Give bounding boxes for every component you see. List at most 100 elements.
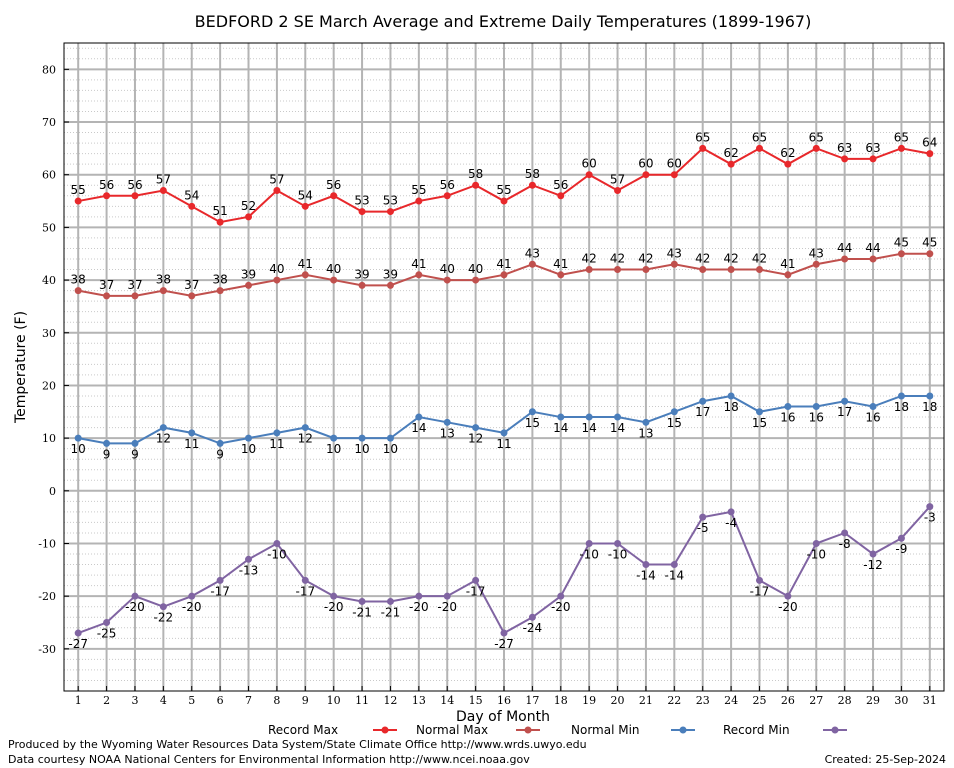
data-label: 43 bbox=[525, 246, 540, 260]
x-tick-label: 19 bbox=[582, 694, 596, 707]
data-point bbox=[188, 592, 196, 600]
x-tick-label: 13 bbox=[412, 694, 426, 707]
grid bbox=[64, 43, 944, 692]
data-point bbox=[528, 408, 536, 416]
data-point bbox=[614, 413, 622, 421]
data-point bbox=[131, 192, 139, 200]
x-tick-label: 18 bbox=[554, 694, 568, 707]
x-tick-label: 14 bbox=[440, 694, 454, 707]
data-label: 38 bbox=[156, 273, 171, 287]
data-label: 38 bbox=[212, 273, 227, 287]
data-point bbox=[926, 250, 934, 258]
data-point bbox=[614, 539, 622, 547]
data-point bbox=[273, 187, 281, 195]
data-point bbox=[245, 213, 253, 221]
data-label: 11 bbox=[496, 437, 511, 451]
data-point bbox=[74, 629, 82, 637]
data-point bbox=[472, 181, 480, 189]
legend-label: Record Min bbox=[723, 723, 790, 737]
data-point bbox=[699, 266, 707, 274]
data-point bbox=[330, 276, 338, 284]
data-point bbox=[897, 534, 905, 542]
data-point bbox=[358, 281, 366, 289]
data-label: 14 bbox=[610, 421, 625, 435]
data-label: 54 bbox=[298, 188, 313, 202]
x-tick-label: 9 bbox=[302, 694, 309, 707]
data-label: 60 bbox=[582, 157, 597, 171]
data-point bbox=[528, 260, 536, 268]
series-record-max: 55 56 56 57 54 51 52 57 54 56 53 53 55 56 58 55 58 56 60 57… bbox=[71, 130, 937, 226]
x-tick-label: 28 bbox=[838, 694, 852, 707]
data-label: 65 bbox=[752, 130, 767, 144]
data-label: 18 bbox=[894, 400, 909, 414]
data-point bbox=[642, 561, 650, 569]
data-point bbox=[897, 144, 905, 152]
y-tick-label: 50 bbox=[42, 221, 56, 234]
data-point bbox=[472, 424, 480, 432]
series-layer: 55 56 56 57 54 51 52 57 54 56 53 53 55 56 58 55 58 56 60 57… bbox=[68, 130, 937, 651]
x-tick-label: 3 bbox=[131, 694, 138, 707]
data-label: -10 bbox=[579, 547, 599, 561]
data-label: 63 bbox=[865, 141, 880, 155]
data-point bbox=[670, 260, 678, 268]
data-point bbox=[245, 555, 253, 563]
data-label: 11 bbox=[269, 437, 284, 451]
y-tick-label: -20 bbox=[38, 590, 56, 603]
data-point bbox=[386, 597, 394, 605]
data-point bbox=[74, 287, 82, 295]
data-label: 62 bbox=[780, 146, 795, 160]
x-tick-label: 24 bbox=[724, 694, 738, 707]
series-record-min: -27-25-20-22-20-17-13-10-17-20 -21 -21 -20-… bbox=[68, 503, 936, 651]
data-label: 56 bbox=[440, 178, 455, 192]
data-point bbox=[869, 255, 877, 263]
data-point bbox=[727, 392, 735, 400]
data-label: -10 bbox=[267, 547, 287, 561]
x-tick-label: 7 bbox=[245, 694, 252, 707]
y-axis: -30 -20 -10 0 10 20 30 40 50 60 70 80 bbox=[38, 63, 69, 656]
data-label: 52 bbox=[241, 199, 256, 213]
data-label: -5 bbox=[697, 521, 709, 535]
data-point bbox=[330, 592, 338, 600]
y-tick-label: 80 bbox=[42, 63, 56, 76]
data-point bbox=[841, 255, 849, 263]
data-label: 56 bbox=[99, 178, 114, 192]
data-label: 37 bbox=[127, 278, 142, 292]
y-tick-label: -30 bbox=[38, 643, 56, 656]
data-point bbox=[245, 281, 253, 289]
data-label: 40 bbox=[269, 262, 284, 276]
legend-swatch-marker bbox=[679, 726, 687, 734]
data-label: -17 bbox=[210, 584, 230, 598]
data-label: 13 bbox=[638, 426, 653, 440]
data-point bbox=[897, 392, 905, 400]
data-label: -9 bbox=[895, 542, 907, 556]
data-point bbox=[699, 397, 707, 405]
data-label: -17 bbox=[295, 584, 315, 598]
data-label: -20 bbox=[182, 600, 202, 614]
data-point bbox=[727, 266, 735, 274]
x-tick-label: 16 bbox=[497, 694, 511, 707]
data-point bbox=[585, 171, 593, 179]
x-axis: 1 2 3 4 5 6 7 8 9 10 11 12 13 14 15 16 17 18 19 20 21 22 23 24 2… bbox=[75, 686, 937, 707]
data-label: 15 bbox=[667, 416, 682, 430]
data-label: 43 bbox=[667, 246, 682, 260]
data-point bbox=[727, 160, 735, 168]
data-point bbox=[897, 250, 905, 258]
footer-data-courtesy: Data courtesy NOAA National Centers for … bbox=[8, 753, 530, 766]
data-label: -13 bbox=[239, 563, 259, 577]
data-label: 65 bbox=[695, 130, 710, 144]
data-point bbox=[755, 576, 763, 584]
data-point bbox=[500, 197, 508, 205]
data-point bbox=[74, 197, 82, 205]
data-point bbox=[727, 508, 735, 516]
x-tick-label: 2 bbox=[103, 694, 110, 707]
data-label: -20 bbox=[437, 600, 457, 614]
data-point bbox=[301, 424, 309, 432]
x-tick-label: 21 bbox=[639, 694, 653, 707]
data-label: 10 bbox=[354, 442, 369, 456]
data-label: 9 bbox=[131, 447, 139, 461]
data-point bbox=[131, 439, 139, 447]
legend-swatch-marker bbox=[524, 726, 532, 734]
data-point bbox=[869, 550, 877, 558]
data-point bbox=[216, 287, 224, 295]
x-tick-label: 31 bbox=[923, 694, 937, 707]
